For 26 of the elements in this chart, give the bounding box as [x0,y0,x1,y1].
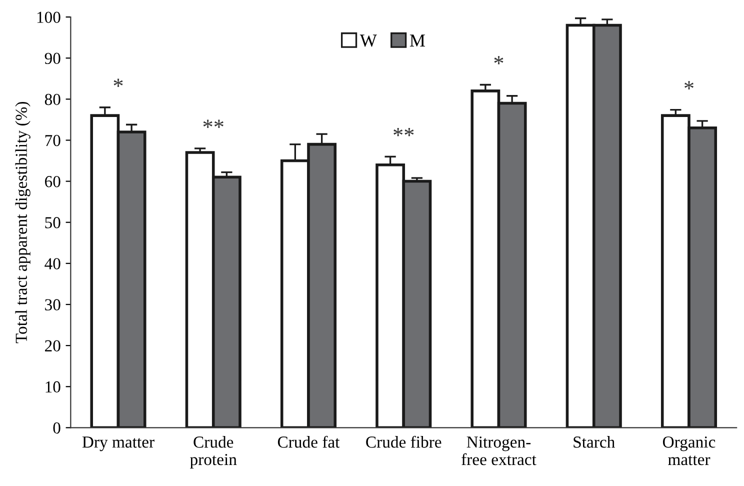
y-tick-label: 30 [45,299,60,310]
y-tick-label: 50 [45,217,60,228]
annotation: ** [394,128,414,136]
y-tick-label: 80 [44,94,60,106]
x-tick-label: Organic matter [662,436,716,466]
x-tick-label: Crude protein [190,436,237,469]
x-tick-label: Crude fat [278,436,340,448]
y-tick-label: 10 [46,381,60,393]
annotation: * [114,78,123,87]
y-tick-label: 40 [44,258,60,270]
y-tick-label: 60 [45,176,60,188]
y-tick-label: 100 [37,12,60,23]
y-axis-title: Total tract apparent digestibility (%) [15,102,30,344]
y-tick-label: 0 [53,422,60,434]
y-tick-label: 90 [44,52,60,64]
y-tick-label: 70 [45,134,60,146]
annotation: * [494,56,504,64]
annotation: ** [203,120,224,128]
x-tick-label: Crude fibre [366,436,442,448]
x-tick-label: Nitrogen- free extract [462,436,536,466]
y-tick-label: 20 [45,340,60,352]
legend-label: M [410,34,425,46]
legend-label: W [360,34,377,47]
x-tick-label: Starch [574,436,615,448]
annotation: * [684,81,694,90]
x-tick-label: Dry matter [82,436,154,452]
